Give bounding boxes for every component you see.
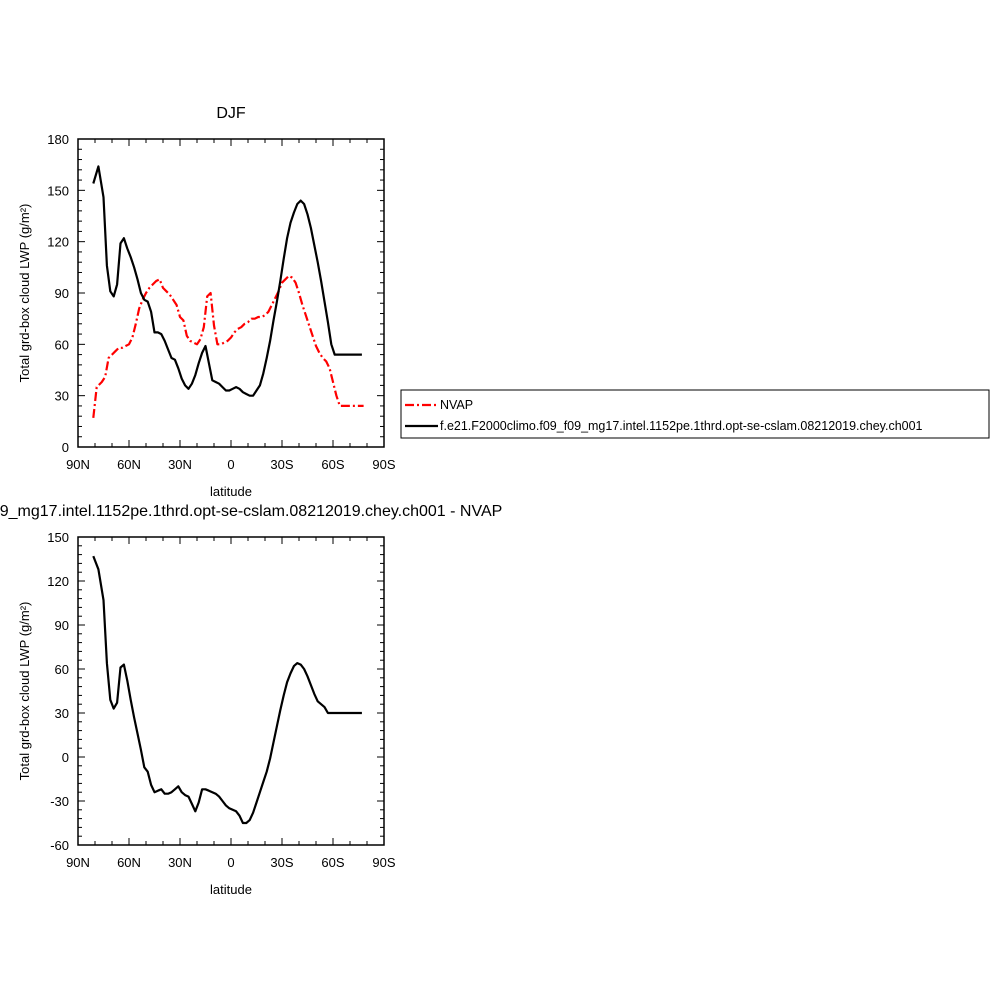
y-tick-label: 60 [55,662,69,677]
series-line-1 [92,555,362,825]
plot-frame [77,138,385,448]
y-tick-label: 180 [47,132,69,147]
series-line-1 [92,274,364,419]
x-tick-label: 60S [321,855,344,870]
y-tick-label: 0 [62,750,69,765]
x-tick-label: 60S [321,457,344,472]
chart-panel-1: DJF 90N 60N 30N 0 30S 60S 90S 0 30 60 90 120 150 180 la… [17,105,990,499]
series-line-2 [92,165,362,397]
x-tick-label: 0 [227,457,234,472]
y-tick-label: 90 [55,618,69,633]
x-tick-label: 90S [372,457,395,472]
x-tick-label: 0 [227,855,234,870]
legend-box [400,389,990,439]
x-tick-label: 90S [372,855,395,870]
y-tick-label: 0 [62,440,69,455]
x-tick-label: 30S [270,855,293,870]
plot-frame [77,536,385,846]
x-tick-label: 30N [168,855,192,870]
y-tick-label: 150 [47,183,69,198]
legend: NVAP f.e21.F2000climo.f09_f09_mg17.intel.… [400,389,990,439]
y-tick-label: 120 [47,235,69,250]
chart-panel-2: 09_f09_mg17.intel.1152pe.1thrd.opt-se-cs… [0,503,502,897]
y-tick-label: 60 [55,337,69,352]
x-tick-label: 60N [117,855,141,870]
legend-label-1: NVAP [440,398,473,412]
y-tick-label: 30 [55,706,69,721]
chart-title: 09_f09_mg17.intel.1152pe.1thrd.opt-se-cs… [0,503,502,520]
y-tick-label: 90 [55,286,69,301]
x-tick-label: 30S [270,457,293,472]
x-tick-label: 90N [66,457,90,472]
y-axis-label: Total grd-box cloud LWP (g/m²) [17,602,32,781]
x-axis-label: latitude [210,882,252,897]
y-tick-label: 30 [55,389,69,404]
y-tick-label: -60 [50,838,69,853]
x-tick-label: 60N [117,457,141,472]
x-tick-label: 90N [66,855,90,870]
x-axis-label: latitude [210,484,252,499]
y-tick-label: 150 [47,530,69,545]
x-tick-label: 30N [168,457,192,472]
y-axis-label: Total grd-box cloud LWP (g/m²) [17,204,32,383]
y-tick-label: -30 [50,794,69,809]
chart-title: DJF [216,105,246,122]
legend-label-2: f.e21.F2000climo.f09_f09_mg17.intel.1152… [440,419,923,433]
y-tick-label: 120 [47,574,69,589]
